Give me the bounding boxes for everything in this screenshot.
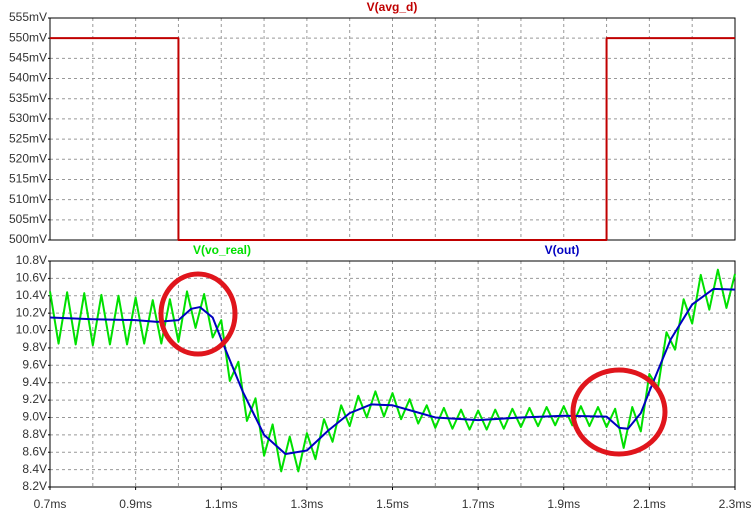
x-tick-label: 1.1ms (205, 497, 238, 511)
y-tick-label: 10.6V (16, 271, 47, 285)
x-tick-label: 2.3ms (719, 497, 752, 511)
highlight-circle (158, 271, 238, 357)
y-tick-label: 9.6V (22, 357, 47, 371)
x-tick-label: 2.1ms (633, 497, 666, 511)
legend-label: V(vo_real) (193, 243, 251, 257)
y-tick-label: 505mV (9, 212, 47, 226)
x-tick-label: 1.5ms (376, 497, 409, 511)
y-tick-label: 8.2V (22, 479, 47, 493)
x-tick-label: 0.7ms (34, 497, 67, 511)
y-tick-label: 530mV (9, 111, 47, 125)
legend-label: V(out) (545, 243, 580, 257)
x-tick-label: 1.7ms (462, 497, 495, 511)
x-tick-label: 1.3ms (291, 497, 324, 511)
y-tick-label: 9.2V (22, 392, 47, 406)
y-tick-label: 555mV (9, 10, 47, 24)
series-line (50, 37, 735, 241)
y-tick-label: 10.4V (16, 288, 47, 302)
y-tick-label: 550mV (9, 30, 47, 44)
y-tick-label: 525mV (9, 131, 47, 145)
series-line (49, 287, 736, 455)
y-tick-label: 10.0V (16, 323, 47, 337)
y-tick-label: 500mV (9, 232, 47, 246)
plot-frame (49, 260, 736, 488)
y-tick-label: 520mV (9, 151, 47, 165)
legend-label: V(avg_d) (367, 0, 418, 14)
y-tick-label: 8.8V (22, 427, 47, 441)
y-tick-label: 535mV (9, 91, 47, 105)
y-tick-label: 8.6V (22, 444, 47, 458)
y-tick-label: 9.8V (22, 340, 47, 354)
y-tick-label: 8.4V (22, 462, 47, 476)
y-tick-label: 540mV (9, 71, 47, 85)
y-tick-label: 9.0V (22, 410, 47, 424)
highlight-circle (570, 367, 668, 457)
y-tick-label: 515mV (9, 172, 47, 186)
y-tick-label: 9.4V (22, 375, 47, 389)
y-tick-label: 10.2V (16, 305, 47, 319)
x-tick-label: 0.9ms (119, 497, 152, 511)
y-tick-label: 510mV (9, 192, 47, 206)
x-tick-label: 1.9ms (547, 497, 580, 511)
y-tick-label: 545mV (9, 51, 47, 65)
y-tick-label: 10.8V (16, 253, 47, 267)
